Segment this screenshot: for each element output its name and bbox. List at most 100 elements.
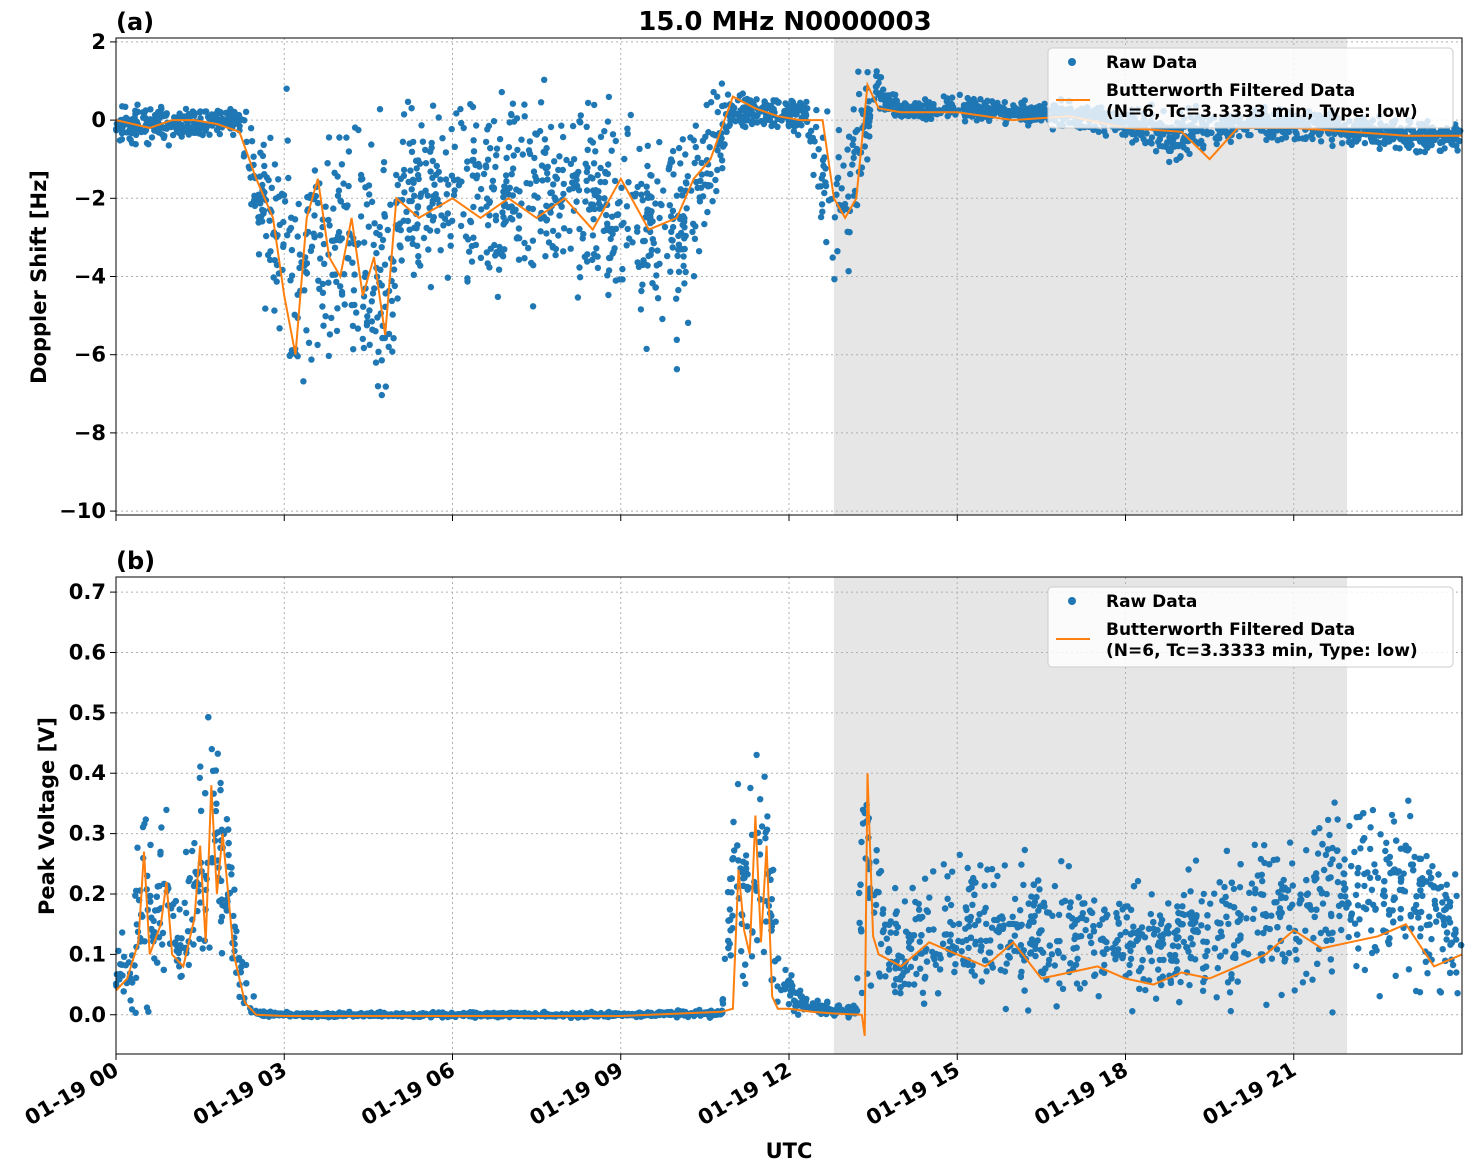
raw-data-point (944, 895, 951, 902)
raw-data-point (147, 841, 154, 849)
raw-data-point (474, 193, 481, 200)
raw-data-point (1354, 870, 1361, 877)
raw-data-point (259, 218, 266, 225)
raw-data-point (1051, 962, 1059, 969)
raw-data-point (360, 344, 368, 352)
raw-data-point (271, 161, 279, 168)
raw-data-point (1148, 957, 1156, 965)
raw-data-point (376, 106, 384, 113)
raw-data-point (840, 162, 847, 169)
raw-data-point (556, 153, 563, 160)
raw-data-point (429, 102, 437, 109)
raw-data-point (530, 168, 538, 175)
raw-data-point (505, 144, 513, 151)
raw-data-point (197, 763, 204, 770)
raw-data-point (1166, 137, 1174, 144)
raw-data-point (616, 276, 623, 283)
raw-data-point (431, 181, 438, 188)
raw-data-point (1390, 818, 1398, 825)
raw-data-point (1156, 142, 1164, 150)
raw-data-point (798, 104, 806, 111)
raw-data-point (754, 937, 761, 944)
raw-data-point (1268, 134, 1276, 141)
raw-data-point (1407, 861, 1415, 868)
raw-data-point (683, 205, 690, 212)
raw-data-point (761, 773, 768, 780)
raw-data-point (899, 972, 906, 979)
raw-data-point (965, 944, 972, 952)
raw-data-point (788, 972, 795, 979)
raw-data-point (1230, 885, 1238, 893)
raw-data-point (424, 192, 431, 199)
raw-data-point (382, 383, 389, 390)
raw-data-point (126, 126, 134, 133)
raw-data-point (947, 918, 954, 926)
raw-data-point (158, 824, 165, 831)
raw-data-point (1445, 915, 1452, 922)
raw-data-point (1041, 100, 1048, 108)
raw-data-point (303, 270, 311, 277)
raw-data-point (477, 185, 485, 193)
raw-data-point (679, 192, 686, 199)
raw-data-point (1433, 918, 1440, 925)
raw-data-point (1101, 961, 1108, 969)
raw-data-point (493, 152, 500, 159)
raw-data-point (1286, 904, 1294, 912)
raw-data-point (1431, 897, 1439, 904)
raw-data-point (1031, 912, 1039, 920)
raw-data-point (1422, 140, 1429, 148)
raw-data-point (973, 117, 980, 124)
raw-data-point (170, 912, 177, 920)
raw-data-point (1055, 911, 1063, 918)
raw-data-point (1355, 945, 1362, 952)
raw-data-point (1083, 916, 1090, 924)
raw-data-point (705, 129, 712, 136)
raw-data-point (464, 275, 471, 282)
raw-data-point (643, 345, 650, 353)
raw-data-point (964, 103, 971, 111)
raw-data-point (281, 198, 289, 205)
raw-data-point (947, 100, 955, 107)
raw-data-point (850, 106, 857, 113)
raw-data-point (1316, 885, 1324, 893)
raw-data-point (1311, 829, 1318, 836)
raw-data-point (331, 271, 339, 278)
raw-data-point (744, 115, 751, 122)
raw-data-point (1072, 961, 1080, 968)
raw-data-point (1439, 138, 1446, 146)
raw-data-point (360, 303, 367, 310)
raw-data-point (1368, 886, 1376, 893)
raw-data-point (666, 202, 673, 209)
raw-data-point (577, 112, 584, 119)
raw-data-point (560, 248, 567, 255)
raw-data-point (1090, 949, 1098, 956)
raw-data-point (1367, 845, 1374, 853)
raw-data-point (384, 226, 391, 234)
raw-data-point (738, 948, 745, 955)
raw-data-point (1127, 955, 1135, 962)
raw-data-point (338, 235, 346, 242)
raw-data-point (576, 225, 583, 233)
raw-data-point (295, 200, 302, 208)
raw-data-point (815, 183, 822, 190)
raw-data-point (563, 156, 570, 164)
raw-data-point (1230, 904, 1238, 911)
raw-data-point (1336, 912, 1343, 920)
raw-data-point (552, 196, 559, 203)
raw-data-point (404, 217, 412, 225)
figure-title: 15.0 MHz N0000003 (638, 7, 931, 37)
raw-data-point (964, 94, 971, 102)
raw-data-point (1346, 822, 1353, 830)
raw-data-point (1237, 912, 1244, 919)
raw-data-point (638, 191, 645, 198)
raw-data-point (675, 268, 683, 275)
raw-data-point (884, 948, 892, 956)
raw-data-point (303, 327, 310, 334)
raw-data-point (729, 115, 736, 122)
raw-data-point (574, 294, 582, 301)
raw-data-point (605, 267, 613, 274)
raw-data-point (1059, 985, 1067, 992)
raw-data-point (684, 173, 691, 180)
raw-data-point (410, 271, 417, 278)
raw-data-point (835, 154, 842, 161)
